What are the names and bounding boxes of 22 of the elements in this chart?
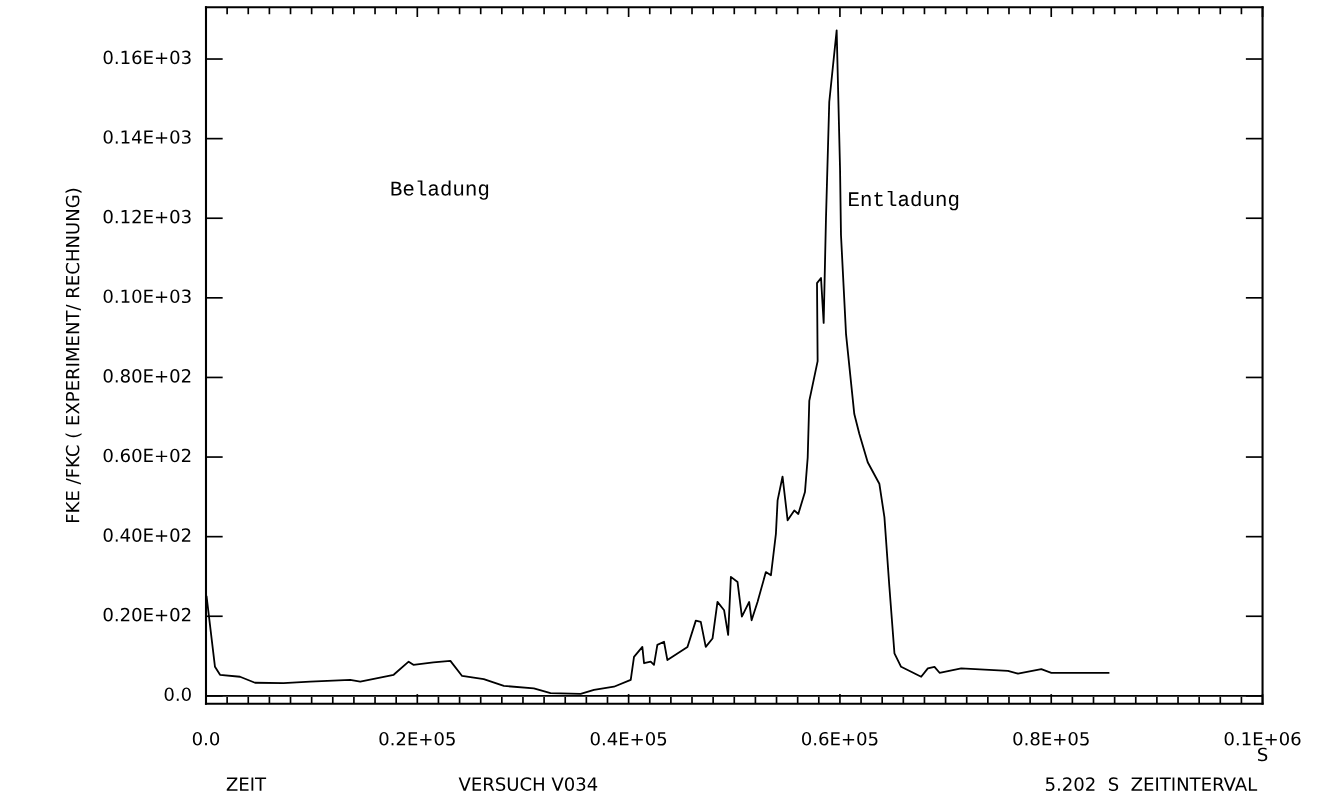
x-tick-label: 0.6E+05 xyxy=(802,731,878,746)
text: VERSUCH V034 xyxy=(458,777,598,791)
x-tick-label: 0.1E+06 xyxy=(1224,731,1301,746)
y-tick-label: 0.20E+02 xyxy=(103,607,191,622)
text: ZEIT xyxy=(226,777,267,791)
x-tick-label: 0.0 xyxy=(192,731,220,746)
annotation: Entladung xyxy=(849,190,959,211)
y-tick-label: 0.40E+02 xyxy=(103,528,191,542)
y-tick-label: 0.60E+02 xyxy=(103,448,191,463)
y-tick-label: 0.80E+02 xyxy=(103,369,191,383)
y-tick-label: 0.10E+03 xyxy=(103,289,191,304)
y-tick-label: 0.12E+03 xyxy=(103,209,191,224)
text: 5.202 S ZEITINTERVAL xyxy=(1045,777,1258,791)
y-tick-label: 0.16E+03 xyxy=(103,50,191,65)
x-tick-label: 0.4E+05 xyxy=(590,731,667,746)
x-tick-label: 0.2E+05 xyxy=(379,731,455,746)
y-tick-label: 0.14E+03 xyxy=(103,130,191,144)
x-tick-label: 0.8E+05 xyxy=(1013,731,1089,746)
x-axis-title: S xyxy=(1258,747,1268,762)
annotation: Beladung xyxy=(391,180,489,200)
y-axis-title: FKE /FKC ( EXPERIMENT/ RECHNUNG) xyxy=(65,188,82,523)
y-tick-label: 0.0 xyxy=(164,687,191,702)
